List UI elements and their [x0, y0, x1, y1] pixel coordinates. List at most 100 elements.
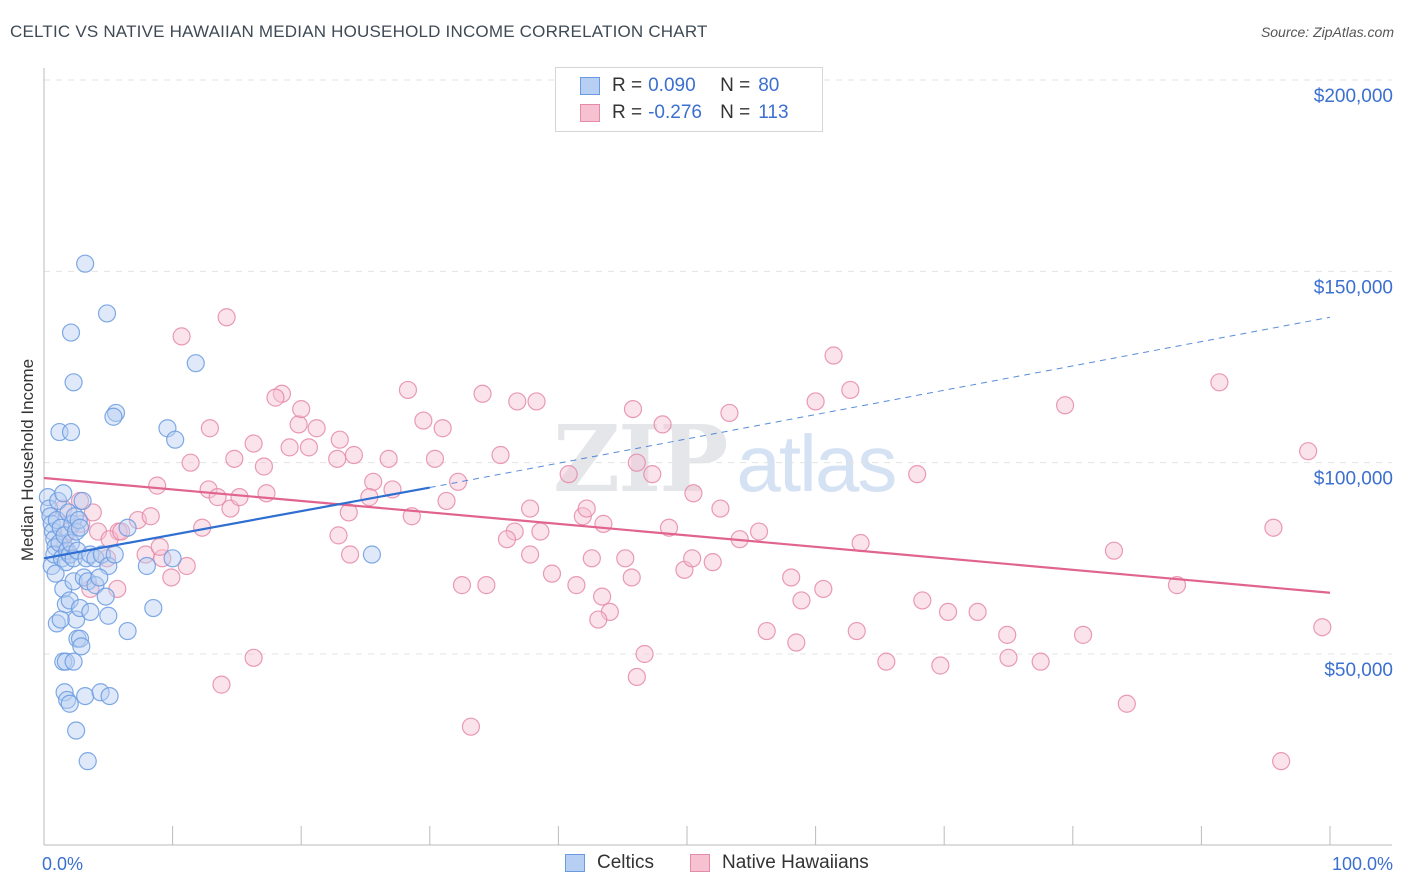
- native-hawaiian-point: [931, 656, 950, 675]
- native-hawaiian-point: [473, 384, 492, 403]
- celtics-point: [144, 598, 163, 618]
- celtics-point: [166, 430, 185, 449]
- legend-item-native-hawaiians[interactable]: Native Hawaiians: [690, 852, 869, 874]
- celtics-point: [362, 545, 382, 564]
- native-hawaiian-point: [703, 553, 722, 572]
- native-hawaiian-point: [847, 621, 866, 641]
- native-hawaiian-point: [913, 591, 932, 610]
- y-tick-label: $100,000: [1314, 469, 1393, 490]
- native-hawaiian-point: [643, 465, 662, 484]
- native-hawaiian-point: [627, 667, 646, 687]
- native-hawaiian-point: [266, 388, 285, 407]
- legend-row-celtics: R = 0.090 N = 80: [580, 74, 779, 98]
- celtics-point: [70, 518, 90, 537]
- celtics-point: [72, 637, 91, 656]
- legend-r-value: 0.090: [648, 75, 696, 96]
- native-hawaiian-point: [653, 415, 672, 434]
- native-hawaiian-point: [1073, 625, 1093, 644]
- chart-title: CELTIC VS NATIVE HAWAIIAN MEDIAN HOUSEHO…: [10, 22, 708, 41]
- native-hawaiian-point: [684, 484, 703, 503]
- native-hawaiian-point: [623, 399, 643, 419]
- native-hawaiian-point: [1313, 618, 1332, 637]
- native-hawaiian-point: [749, 522, 769, 541]
- celtics-point: [81, 602, 100, 622]
- celtics-point: [60, 591, 79, 610]
- native-hawaiian-point: [1031, 652, 1050, 671]
- native-hawaiian-point: [683, 549, 702, 568]
- celtics-point: [69, 510, 88, 530]
- legend-n-value: 80: [758, 75, 780, 96]
- native-hawaiian-point: [148, 476, 167, 495]
- legend-swatch-native-hawaiians: [690, 854, 710, 872]
- native-hawaiian-point: [254, 457, 274, 476]
- native-hawaiian-point: [622, 568, 641, 587]
- native-hawaiian-point: [824, 346, 843, 365]
- celtics-point: [46, 564, 65, 583]
- native-hawaiian-point: [212, 675, 231, 694]
- native-hawaiian-point: [508, 392, 527, 411]
- native-hawaiian-point: [289, 415, 308, 434]
- x-tick-label: 100.0%: [1332, 854, 1393, 874]
- series-legend: Celtics Native Hawaiians: [0, 852, 1406, 878]
- native-hawaiian-point: [379, 449, 398, 468]
- celtics-point: [78, 752, 97, 771]
- native-hawaiian-point: [452, 576, 472, 595]
- native-hawaiian-point: [938, 602, 958, 622]
- native-hawaiian-point: [344, 445, 364, 465]
- native-hawaiian-point: [83, 503, 102, 522]
- native-hawaiian-point: [244, 434, 263, 453]
- native-hawaiian-point: [782, 568, 801, 587]
- legend-item-celtics[interactable]: Celtics: [565, 852, 654, 874]
- celtics-point: [186, 354, 205, 373]
- native-hawaiian-point: [757, 621, 776, 641]
- native-hawaiian-point: [425, 449, 445, 468]
- native-hawaiian-point: [162, 568, 181, 587]
- native-hawaiian-point: [1104, 541, 1124, 560]
- celtics-point: [99, 606, 118, 625]
- legend-n-value: 113: [758, 102, 789, 123]
- native-hawaiian-point: [582, 549, 601, 568]
- native-hawaiian-point: [136, 545, 155, 564]
- native-hawaiian-point: [328, 449, 347, 468]
- native-hawaiian-point: [968, 602, 987, 622]
- native-hawaiian-point: [851, 533, 870, 553]
- native-hawaiian-trendline: [43, 476, 1331, 594]
- native-hawaiian-point: [172, 327, 191, 346]
- native-hawaiian-point: [330, 430, 349, 449]
- native-hawaiian-point: [531, 522, 550, 541]
- legend-swatch-celtics: [565, 854, 585, 872]
- celtics-point: [38, 488, 57, 507]
- native-hawaiian-point: [217, 308, 236, 327]
- native-hawaiian-point: [814, 579, 833, 599]
- celtics-point: [91, 683, 110, 702]
- native-hawaiian-point: [527, 392, 546, 411]
- native-hawaiian-point: [448, 472, 468, 491]
- source-label: Source: ZipAtlas.com: [1260, 24, 1394, 40]
- celtics-point: [76, 254, 95, 273]
- celtics-point: [92, 545, 111, 564]
- native-hawaiian-point: [1167, 576, 1187, 595]
- legend-row-native-hawaiians: R = -0.276 N = 113: [580, 101, 789, 125]
- celtics-trendline-extension: [429, 316, 1331, 489]
- native-hawaiian-point: [593, 587, 612, 606]
- native-hawaiian-point: [1210, 373, 1229, 392]
- celtics-point: [64, 572, 83, 591]
- native-hawaiian-point: [437, 491, 456, 511]
- celtics-point: [100, 686, 119, 706]
- native-hawaiian-point: [542, 564, 562, 583]
- celtics-point: [76, 686, 95, 706]
- native-hawaiian-point: [567, 576, 586, 595]
- celtics-point: [97, 304, 117, 323]
- native-hawaiian-point: [497, 530, 517, 549]
- native-hawaiian-point: [433, 419, 452, 438]
- native-hawaiian-point: [589, 610, 608, 629]
- y-axis-label: Median Household Income: [18, 358, 37, 562]
- native-hawaiian-point: [711, 499, 730, 518]
- y-tick-label: $150,000: [1314, 277, 1393, 298]
- celtics-point: [67, 721, 86, 740]
- native-hawaiian-point: [339, 503, 358, 522]
- legend-n-label: N =: [720, 102, 751, 123]
- celtics-trendline: [43, 486, 430, 560]
- celtics-point: [61, 422, 81, 442]
